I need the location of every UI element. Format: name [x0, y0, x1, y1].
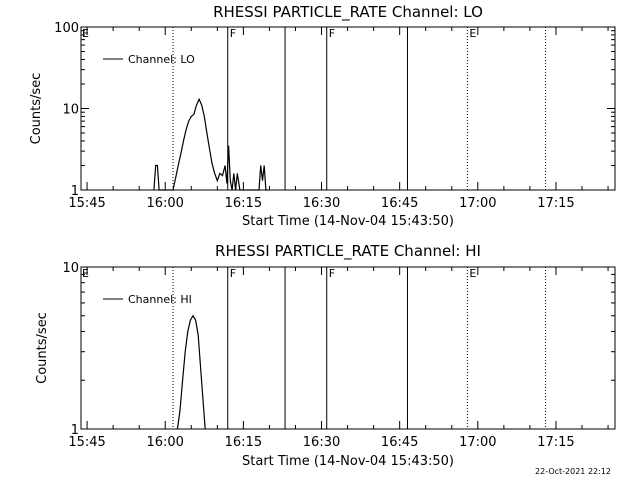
legend-label: Channel: LO	[128, 53, 195, 66]
x-tick-label: 16:15	[225, 435, 262, 450]
x-tick-label: 16:45	[381, 435, 418, 450]
corner-flag: E	[82, 27, 89, 40]
x-tick-label: 16:30	[303, 196, 340, 211]
x-tick-label: 17:00	[459, 435, 496, 450]
y-tick-label: 10	[62, 103, 79, 118]
x-tick-label: 17:15	[537, 435, 574, 450]
series-line	[153, 97, 268, 191]
y-tick-label: 100	[54, 21, 79, 36]
x-tick-label: 17:00	[459, 196, 496, 211]
y-tick-label: 1	[71, 184, 79, 199]
x-tick-label: 16:00	[146, 196, 183, 211]
marker-flag: F	[329, 267, 335, 280]
x-axis-label: Start Time (14-Nov-04 15:43:50)	[242, 214, 454, 229]
y-axis-label: Counts/sec	[35, 312, 50, 384]
marker-flag: F	[230, 27, 236, 40]
chart-title: RHESSI PARTICLE_RATE Channel: LO	[213, 3, 483, 22]
x-tick-label: 15:45	[68, 435, 105, 450]
x-tick-label: 17:15	[537, 196, 574, 211]
marker-flag: F	[230, 267, 236, 280]
series-line	[176, 314, 206, 430]
marker-flag: F	[329, 27, 335, 40]
y-tick-label: 1	[71, 423, 79, 438]
marker-flag: E	[469, 267, 476, 280]
marker-flag: E	[469, 27, 476, 40]
legend-label: Channel: HI	[128, 293, 192, 306]
plot-frame	[80, 266, 616, 430]
x-axis-label: Start Time (14-Nov-04 15:43:50)	[242, 454, 454, 469]
y-axis-label: Counts/sec	[29, 73, 44, 145]
panel-lo: RHESSI PARTICLE_RATE Channel: LO F F E E Chan…	[29, 3, 616, 229]
footer-timestamp: 22-Oct-2021 22:12	[535, 467, 611, 476]
chart-title: RHESSI PARTICLE_RATE Channel: HI	[215, 242, 481, 261]
x-tick-label: 15:45	[68, 196, 105, 211]
x-tick-label: 16:15	[225, 196, 262, 211]
plot-frame	[80, 26, 616, 191]
corner-flag: E	[82, 267, 89, 280]
x-tick-label: 16:30	[303, 435, 340, 450]
panel-hi: RHESSI PARTICLE_RATE Channel: HI F F E E Chan…	[35, 242, 616, 469]
y-tick-label: 10	[62, 261, 79, 276]
x-tick-label: 16:45	[381, 196, 418, 211]
x-tick-label: 16:00	[146, 435, 183, 450]
